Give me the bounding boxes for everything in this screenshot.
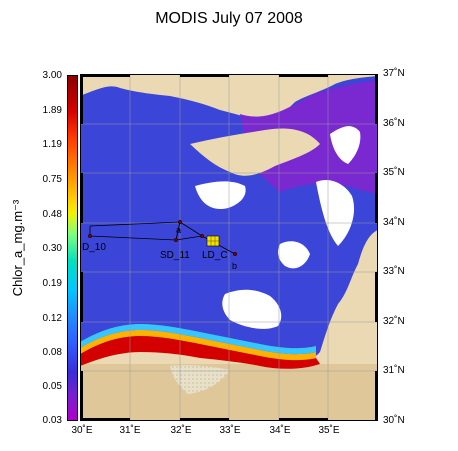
lat-tick: 30˚N bbox=[383, 415, 405, 426]
station-d10-marker bbox=[87, 233, 93, 239]
colorbar-tick: 0.75 bbox=[42, 174, 62, 185]
station-b-label: b bbox=[232, 261, 237, 271]
delta-region bbox=[170, 365, 230, 394]
colorbar-tick: 0.30 bbox=[42, 243, 62, 254]
colorbar-tick: 0.48 bbox=[42, 209, 62, 220]
colorbar-tick: 0.05 bbox=[42, 381, 62, 392]
cloud-patch bbox=[277, 241, 310, 269]
cloud-patch bbox=[222, 289, 282, 329]
cloud-patch bbox=[316, 179, 355, 246]
colorbar-tick: 0.12 bbox=[42, 313, 62, 324]
lon-tick: 34˚E bbox=[269, 425, 291, 436]
colorbar bbox=[67, 75, 78, 421]
cloud-patch bbox=[330, 126, 361, 164]
station-ldc-marker bbox=[199, 233, 205, 239]
lat-tick: 37˚N bbox=[383, 68, 405, 79]
frame-ticks bbox=[80, 74, 378, 421]
lon-tick: 33˚E bbox=[219, 425, 241, 436]
lat-tick: 33˚N bbox=[383, 266, 405, 277]
station-a-label: a bbox=[176, 225, 181, 235]
map-title: MODIS July 07 2008 bbox=[155, 10, 303, 27]
coastal-bloom bbox=[80, 336, 320, 369]
station-d10-label: D_10 bbox=[82, 242, 106, 253]
lat-tick: 36˚N bbox=[383, 118, 405, 129]
lon-tick: 31˚E bbox=[119, 425, 141, 436]
colorbar-tick: 3.00 bbox=[42, 70, 62, 81]
lat-tick: 31˚N bbox=[383, 365, 405, 376]
colorbar-tick: 1.89 bbox=[42, 105, 62, 116]
lon-tick: 35˚E bbox=[318, 425, 340, 436]
map-grid bbox=[80, 74, 378, 421]
colorbar-tick: 0.08 bbox=[42, 347, 62, 358]
coastal-bloom-edge bbox=[80, 324, 316, 355]
station-a-marker bbox=[177, 219, 183, 225]
colorbar-tick: 0.19 bbox=[42, 278, 62, 289]
station-sd11-marker bbox=[173, 237, 179, 243]
colorbar-tick: 0.03 bbox=[42, 415, 62, 426]
cloud-patch bbox=[195, 181, 246, 210]
station-b-marker bbox=[232, 251, 238, 257]
coastal-bloom-edge bbox=[80, 330, 316, 361]
cyprus-land bbox=[190, 128, 320, 176]
station-markers bbox=[87, 219, 238, 257]
lat-tick: 34˚N bbox=[383, 217, 405, 228]
lon-tick: 32˚E bbox=[170, 425, 192, 436]
lon-tick: 30˚E bbox=[71, 425, 93, 436]
colorbar-tick: 1.19 bbox=[42, 139, 62, 150]
station-ldc-label: LD_C bbox=[202, 250, 228, 261]
lat-tick: 35˚N bbox=[383, 167, 405, 178]
study-area-grid bbox=[207, 236, 219, 246]
station-sd11-label: SD_11 bbox=[160, 250, 190, 261]
chlorophyll-map: D_10 SD_11 LD_C a b bbox=[80, 74, 378, 421]
lat-tick: 32˚N bbox=[383, 316, 405, 327]
